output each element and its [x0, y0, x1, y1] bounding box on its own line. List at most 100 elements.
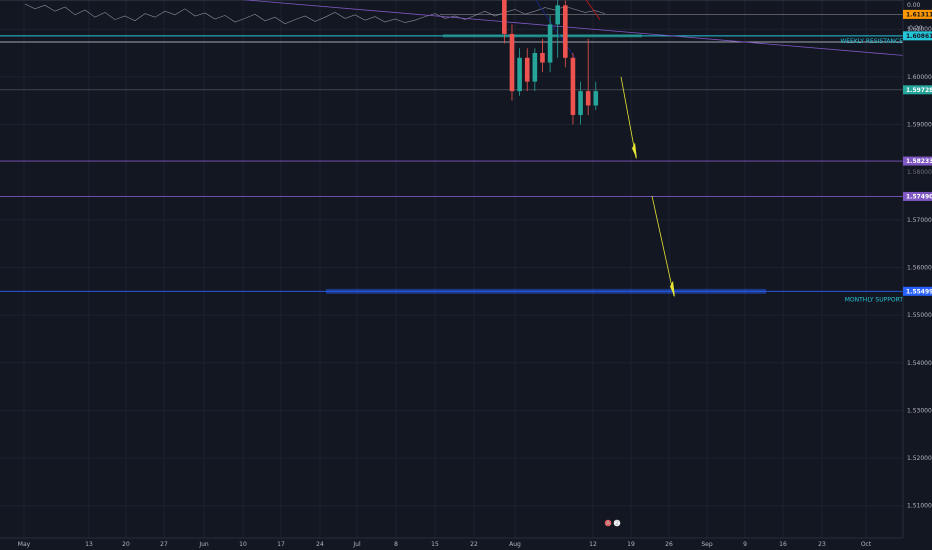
price-tick-label: 1.60000: [907, 74, 932, 81]
price-label-box: [903, 85, 932, 95]
time-tick-label: 17: [277, 541, 285, 548]
level-annotation: MONTHLY SUPPORT: [845, 296, 904, 303]
candle-body: [593, 91, 599, 106]
candle-body: [502, 0, 507, 34]
time-tick-label: 8: [394, 541, 398, 548]
candle-body: [509, 33, 515, 92]
price-axis-background: [903, 0, 932, 550]
price-tick-label: 1.61000: [907, 26, 932, 33]
price-label-text: 1.60861: [906, 33, 932, 40]
candle: [547, 14, 553, 73]
candle: [524, 48, 530, 92]
time-tick-label: Sep: [701, 541, 713, 548]
price-label-text: 1.61311: [906, 11, 932, 18]
candle: [593, 81, 599, 111]
candle-body: [585, 91, 591, 106]
candle: [517, 48, 522, 96]
monthly-support-zone: [326, 288, 766, 294]
price-label-text: 1.58233: [906, 158, 932, 165]
price-label: 1.60861: [903, 31, 932, 41]
candle-body: [570, 57, 576, 115]
event-marker-circle: [604, 519, 612, 527]
time-tick-label: 27: [160, 541, 168, 548]
time-tick-label: 10: [239, 541, 247, 548]
time-tick-label: May: [18, 541, 31, 548]
event-marker[interactable]: A: [604, 519, 612, 527]
horizontal-levels: [0, 0, 904, 294]
time-tick-label: 9: [743, 541, 747, 548]
candle-body: [578, 91, 583, 115]
event-marker-circle: [613, 519, 621, 527]
time-tick-label: 24: [316, 541, 324, 548]
price-label-text: 1.57490: [906, 193, 932, 200]
price-label: 1.58233: [903, 156, 932, 166]
level-annotations: MONTHLY RESISTANCEWEEKLY RESISTANCEMONTH…: [840, 38, 904, 303]
weekly-resistance-zone: [443, 34, 642, 38]
price-tick-label: 1.59000: [907, 122, 932, 129]
price-label-box: [903, 31, 932, 41]
forecast-arrowhead-1: [632, 142, 637, 160]
event-marker-label: 2: [615, 520, 619, 527]
price-axis[interactable]: 0.00-0.201.720001.710001.700001.690001.6…: [902, 0, 932, 550]
candlestick-series: [502, 0, 599, 125]
price-tick-label: 1.54000: [907, 360, 932, 367]
time-tick-label: 12: [589, 541, 597, 548]
candle-body: [532, 53, 538, 82]
price-tick-label: 1.56000: [907, 264, 932, 271]
oscillator-tick-label: 0.00: [907, 2, 921, 9]
price-tick-label: 1.52000: [907, 455, 932, 462]
price-label-box: [903, 9, 932, 19]
price-tick-label-partial: 1.58000: [907, 169, 932, 176]
price-tick-label: 1.53000: [907, 407, 932, 414]
candle-body: [517, 57, 522, 92]
candle: [540, 38, 545, 73]
level-annotation: WEEKLY RESISTANCE: [840, 38, 903, 45]
price-label-text: 1.59728: [906, 87, 932, 94]
time-tick-label: 20: [122, 541, 130, 548]
time-tick-label: 13: [85, 541, 93, 548]
time-axis[interactable]: May 13 20 27 Jun 10 17 24 Jul 8 15 22 Aug 12 19 26 Sep 9 1…: [0, 537, 903, 548]
candle: [578, 81, 583, 125]
price-label-text: 1.55499: [906, 288, 932, 295]
price-label: 1.57490: [903, 191, 932, 201]
time-tick-label: 16: [779, 541, 787, 548]
candle: [555, 0, 560, 58]
price-tick-label: 1.57000: [907, 217, 932, 224]
price-tick-label: 1.55000: [907, 312, 932, 319]
time-tick-label: 22: [470, 541, 478, 548]
time-tick-label: 19: [627, 541, 635, 548]
candle: [563, 0, 568, 68]
diagonal-trendline: [241, 0, 904, 56]
candle-body: [555, 5, 560, 25]
oscillator-tick-label: -0.20: [907, 25, 923, 32]
drawings-layer: [620, 76, 675, 298]
price-label-box: [903, 156, 932, 166]
candle-body: [547, 24, 553, 63]
oscillator-line: [24, 3, 606, 25]
event-marker[interactable]: 2: [613, 519, 621, 527]
time-tick-label: Oct: [861, 541, 872, 548]
price-label: 1.55499: [903, 286, 932, 296]
oscillator-pane: [0, 0, 903, 43]
candle-body: [563, 5, 568, 58]
price-label: 1.59728: [903, 85, 932, 95]
price-label-box: [903, 286, 932, 296]
time-tick-label: Jun: [198, 541, 209, 548]
time-tick-label: Jul: [352, 541, 361, 548]
event-marker-label: A: [606, 520, 611, 527]
candle: [570, 53, 576, 125]
candle: [532, 48, 538, 92]
price-tick-label: 1.51000: [907, 503, 932, 510]
forecast-arrow-2: [651, 195, 675, 297]
candle: [502, 0, 507, 44]
time-tick-label: 23: [818, 541, 826, 548]
candle-body: [540, 53, 545, 63]
time-tick-label: Aug: [509, 541, 521, 548]
time-tick-label: 26: [665, 541, 673, 548]
candle: [509, 24, 515, 101]
forecast-arrowhead-2: [670, 280, 675, 298]
forecast-arrow-1: [620, 76, 637, 158]
